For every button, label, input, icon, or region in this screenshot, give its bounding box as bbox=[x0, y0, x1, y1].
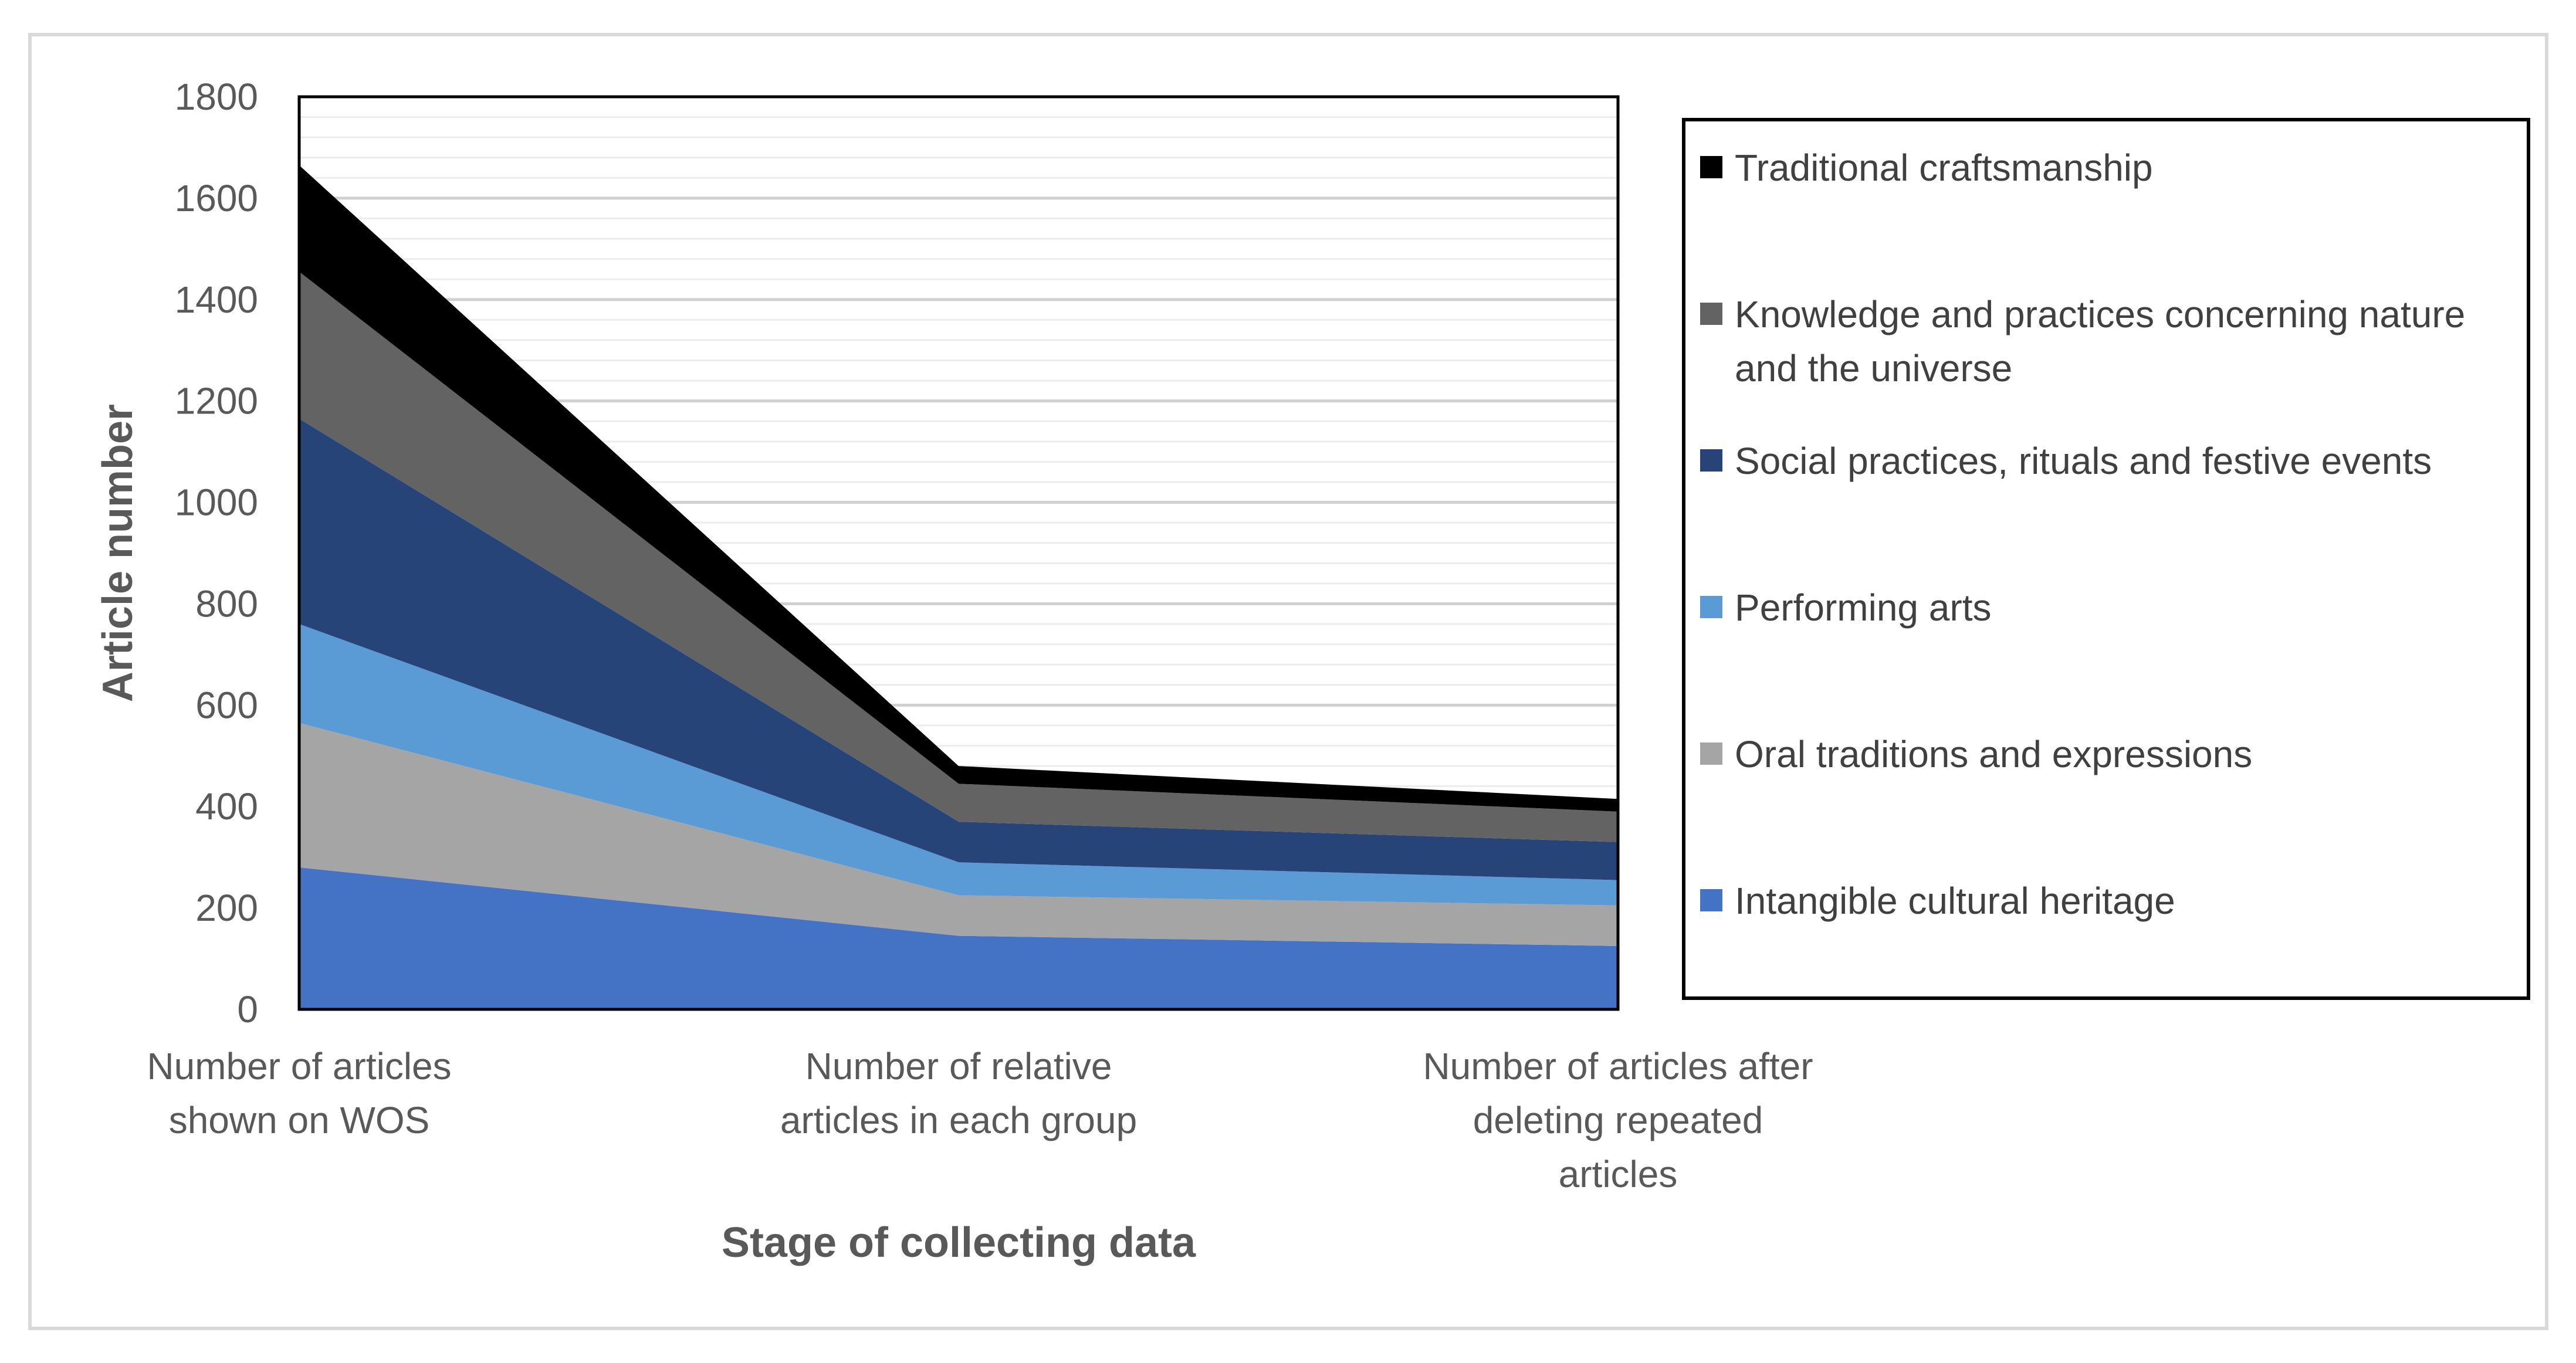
legend-swatch bbox=[1700, 449, 1722, 472]
area-series-2 bbox=[299, 723, 1618, 946]
y-tick-label: 1400 bbox=[175, 279, 258, 321]
x-category-label: Number of articles shown on WOS bbox=[147, 1045, 451, 1141]
x-axis-categories: Number of articles shown on WOS Number of … bbox=[147, 1045, 1813, 1195]
y-tick-label: 600 bbox=[195, 684, 258, 726]
y-tick-label: 400 bbox=[195, 785, 258, 828]
legend-label: Oral traditions and expressions bbox=[1735, 733, 2252, 775]
legend-swatch bbox=[1700, 742, 1722, 765]
y-tick-label: 800 bbox=[195, 582, 258, 625]
legend-swatch bbox=[1700, 156, 1722, 178]
y-tick-label: 1600 bbox=[175, 177, 258, 219]
legend-swatch bbox=[1700, 889, 1722, 911]
legend-swatch bbox=[1700, 596, 1722, 618]
y-axis-title: Article number bbox=[94, 404, 141, 702]
area-series-5 bbox=[299, 272, 1618, 842]
legend-box bbox=[1682, 118, 2530, 1000]
y-tick-label: 1200 bbox=[175, 380, 258, 422]
chart-frame bbox=[28, 33, 2548, 1330]
plot-area-border bbox=[297, 95, 1620, 1011]
legend-label: Traditional craftsmanship bbox=[1735, 147, 2153, 189]
x-axis-title: Stage of collecting data bbox=[722, 1219, 1196, 1266]
area-series-1 bbox=[299, 867, 1618, 1009]
y-axis-ticks: 0 200 400 600 800 1000 1200 1400 1600 1800 bbox=[175, 76, 258, 1030]
area-series-4 bbox=[299, 418, 1618, 880]
legend-label: Knowledge and practices concerning natur… bbox=[1735, 293, 2465, 389]
legend-swatch bbox=[1700, 303, 1722, 325]
area-series bbox=[299, 165, 1618, 1009]
y-tick-label: 200 bbox=[195, 887, 258, 929]
legend: Traditional craftsmanship Knowledge and p… bbox=[1682, 118, 2530, 1000]
x-category-label: Number of relative articles in each group bbox=[780, 1045, 1137, 1141]
legend-label: Intangible cultural heritage bbox=[1735, 880, 2175, 922]
area-series-3 bbox=[299, 624, 1618, 906]
y-tick-label: 1000 bbox=[175, 482, 258, 524]
y-tick-label: 1800 bbox=[175, 76, 258, 118]
y-tick-label: 0 bbox=[237, 988, 258, 1030]
legend-label: Performing arts bbox=[1735, 586, 1991, 629]
x-category-label: Number of articles after deleting repeate… bbox=[1423, 1045, 1813, 1195]
legend-label: Social practices, rituals and festive ev… bbox=[1735, 440, 2432, 482]
